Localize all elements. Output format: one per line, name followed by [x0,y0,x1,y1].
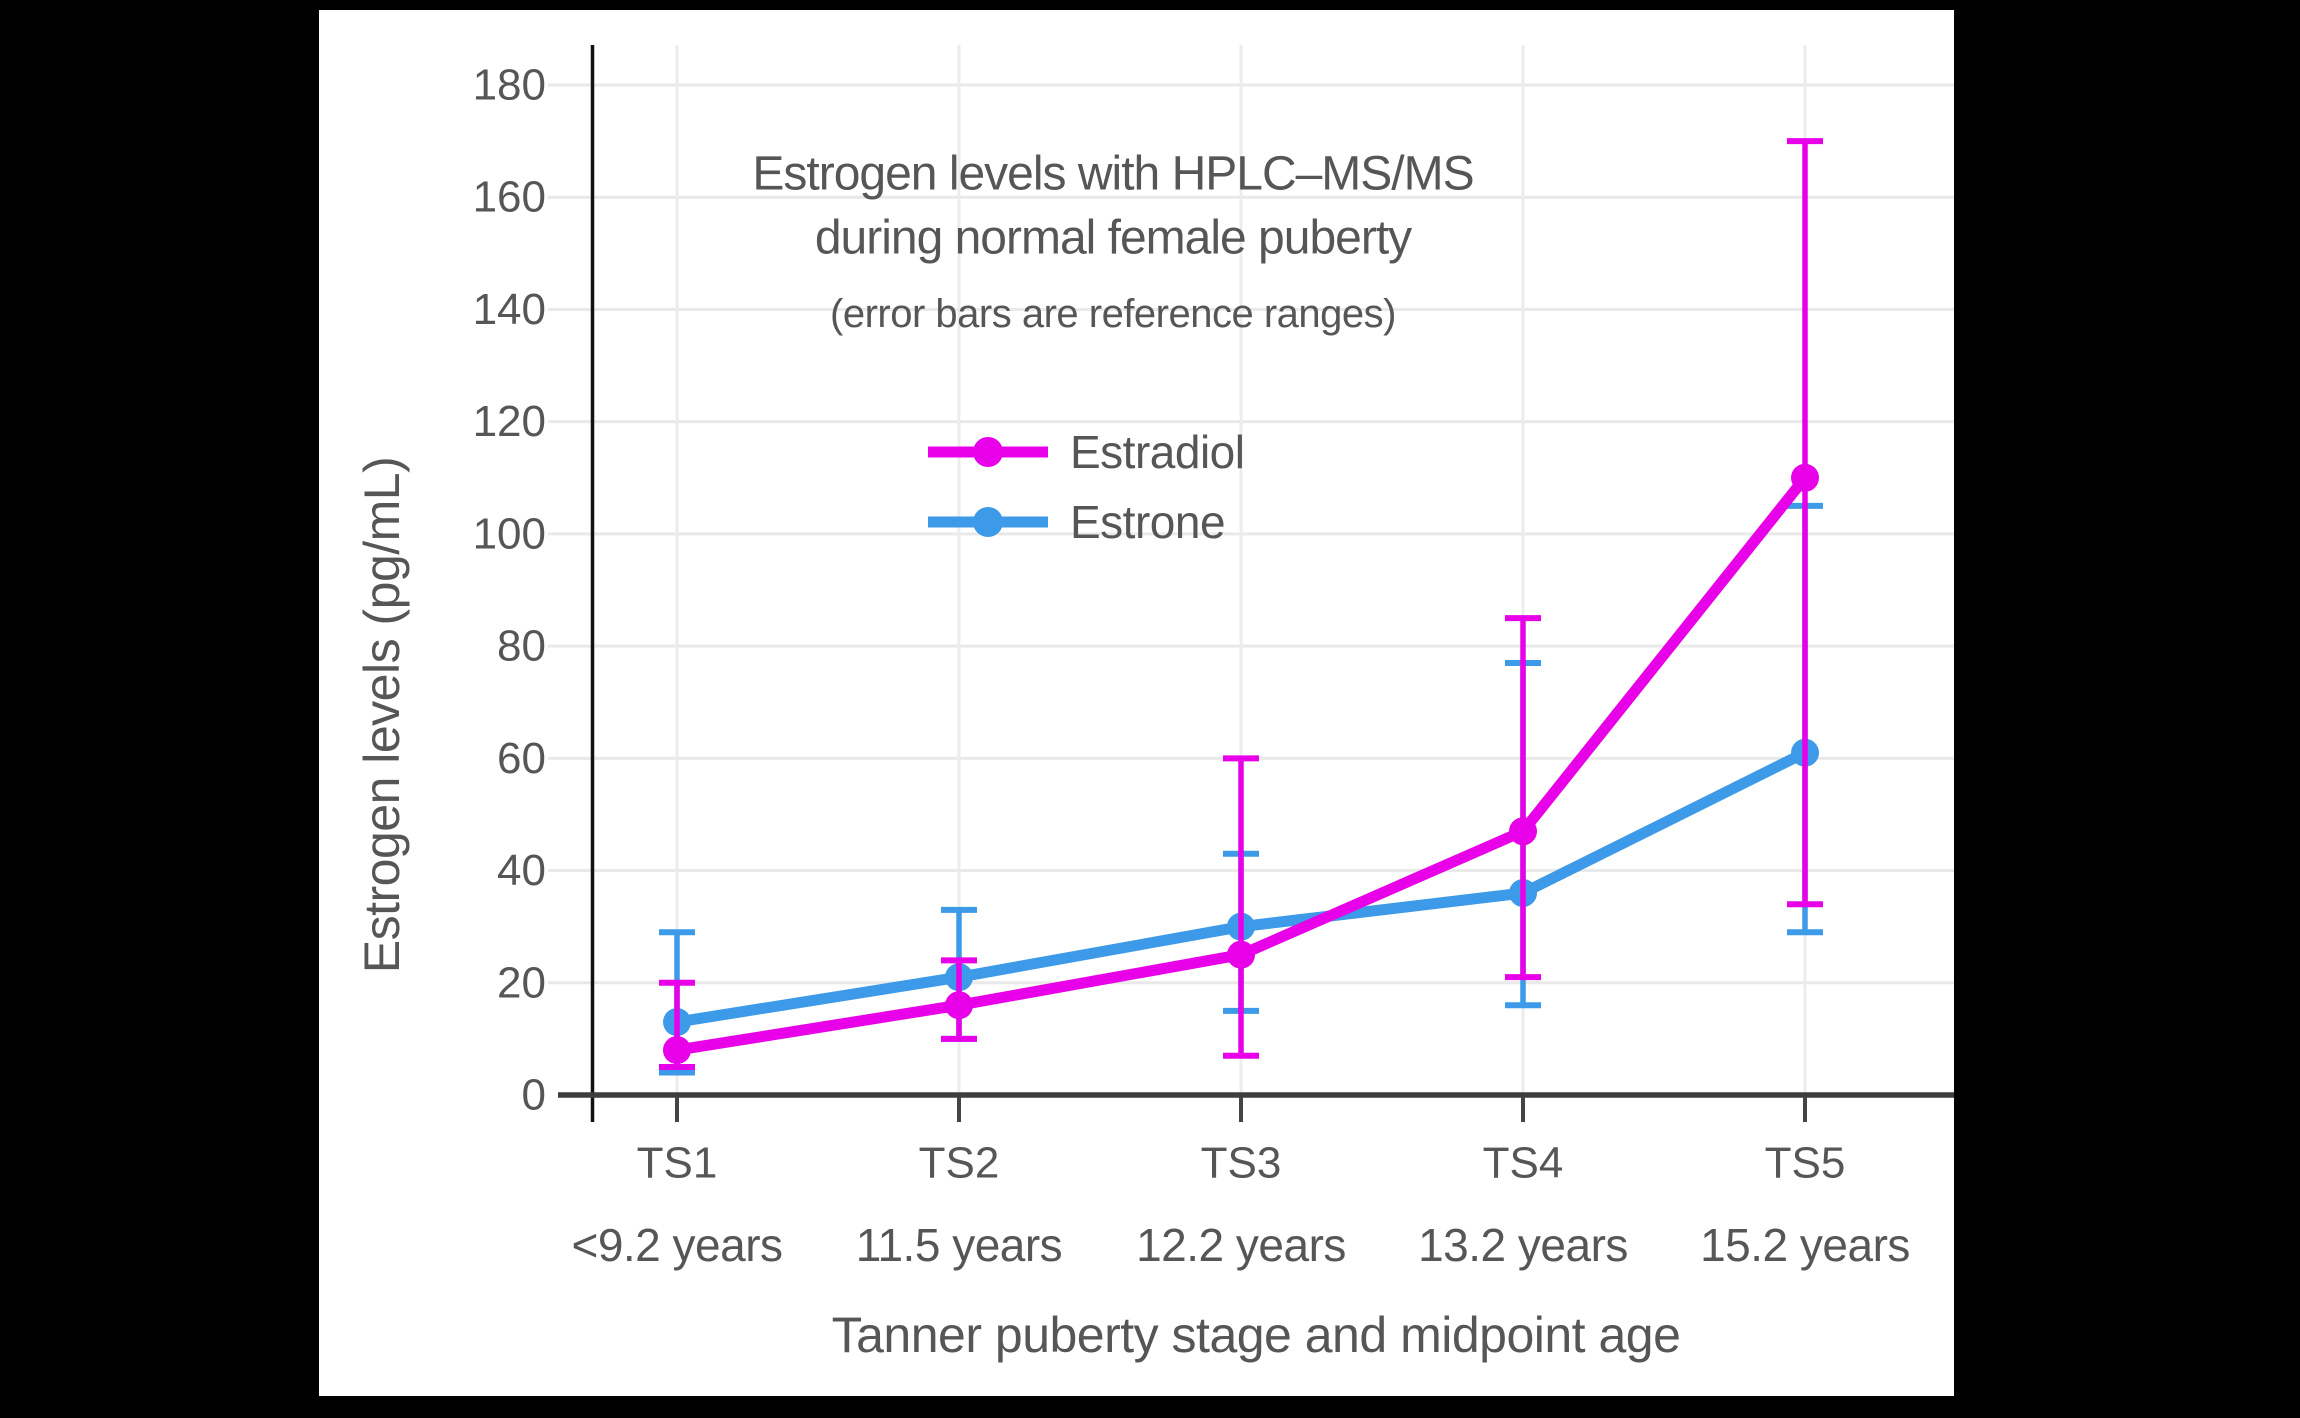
error-bar-estradiol-TS4 [1505,615,1541,981]
x-age-label-TS3: 12.2 years [1136,1219,1346,1271]
chart-title-line2: during normal female puberty [815,212,1412,265]
data-point-estradiol-TS5 [1791,463,1819,492]
x-tick-label-TS1: TS1 [637,1139,718,1188]
y-tick-label-140: 140 [473,285,546,334]
y-tick-label-160: 160 [473,173,546,222]
chart-subtitle: (error bars are reference ranges) [830,292,1396,336]
x-age-label-TS5: 15.2 years [1700,1219,1910,1271]
x-tick-label-TS4: TS4 [1483,1139,1564,1188]
legend-estradiol-marker [973,437,1003,467]
error-bar-estradiol-TS3 [1223,755,1259,1059]
legend-estrone-label: Estrone [1070,496,1225,548]
series-layer [659,138,1823,1076]
y-tick-label-60: 60 [497,734,546,783]
x-tick-label-TS3: TS3 [1201,1139,1282,1188]
data-point-estradiol-TS2 [945,991,973,1020]
y-tick-label-120: 120 [473,397,546,446]
axis-text-layer: 0 20 40 60 80 100 120 140 160 180 TS1 <9.2 years TS2… [473,61,1911,1271]
y-tick-label-80: 80 [497,622,546,671]
y-tick-label-100: 100 [473,509,546,558]
x-age-label-TS1: <9.2 years [571,1219,782,1271]
y-tick-label-180: 180 [473,61,546,110]
chart-title-line1: Estrogen levels with HPLC–MS/MS [752,148,1473,201]
x-age-label-TS4: 13.2 years [1418,1219,1628,1271]
data-point-estradiol-TS1 [663,1036,691,1065]
legend-estradiol-label: Estradiol [1070,426,1244,478]
legend-estrone-marker [973,507,1003,537]
x-age-label-TS2: 11.5 years [856,1219,1062,1271]
y-tick-label-20: 20 [497,958,546,1007]
legend: Estradiol Estrone [928,426,1245,548]
y-tick-label-0: 0 [522,1071,546,1120]
y-tick-label-40: 40 [497,846,546,895]
x-axis-title: Tanner puberty stage and midpoint age [832,1307,1681,1363]
data-point-estradiol-TS4 [1509,817,1537,846]
y-axis-title: Estrogen levels (pg/mL) [354,457,410,974]
error-bar-estradiol-TS5 [1787,138,1823,908]
series-estradiol [659,138,1823,1070]
x-tick-label-TS5: TS5 [1765,1139,1846,1188]
x-tick-label-TS2: TS2 [919,1139,1000,1188]
data-point-estradiol-TS3 [1227,940,1255,969]
